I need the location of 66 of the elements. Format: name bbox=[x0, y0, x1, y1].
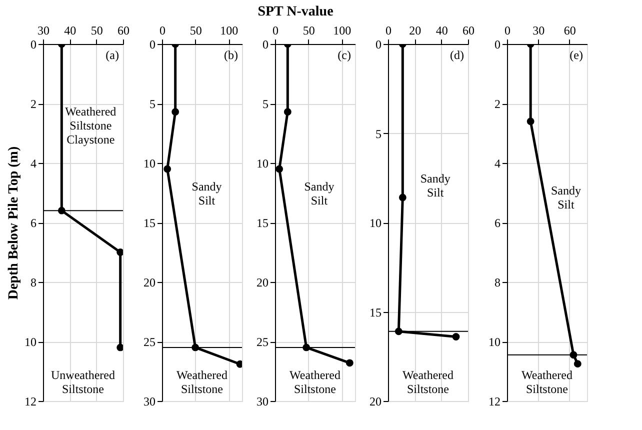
y-tick-label: 12 bbox=[24, 394, 36, 408]
x-tick-label: 20 bbox=[409, 24, 422, 38]
y-tick-label: 5 bbox=[262, 97, 268, 111]
x-tick-label: 40 bbox=[64, 24, 76, 38]
y-tick-label: 20 bbox=[144, 276, 156, 290]
y-tick-label: 6 bbox=[30, 216, 36, 230]
annotation: Weathered Siltstone bbox=[290, 368, 340, 396]
y-tick-label: 0 bbox=[262, 38, 268, 52]
annotation: (e) bbox=[570, 48, 583, 62]
x-axis-title: SPT N-value bbox=[258, 4, 334, 20]
annotation: (d) bbox=[450, 48, 464, 62]
y-tick-label: 8 bbox=[494, 276, 500, 290]
y-tick-label: 0 bbox=[150, 38, 156, 52]
x-tick-label: 50 bbox=[190, 24, 202, 38]
y-tick-label: 0 bbox=[376, 38, 382, 52]
y-tick-label: 15 bbox=[256, 216, 268, 230]
y-tick-label: 30 bbox=[256, 394, 268, 408]
y-tick-label: 30 bbox=[144, 394, 156, 408]
y-tick-label: 5 bbox=[150, 97, 156, 111]
x-tick-label: 40 bbox=[436, 24, 448, 38]
annotation: (a) bbox=[106, 48, 119, 62]
y-tick-label: 6 bbox=[494, 216, 500, 230]
x-tick-label: 100 bbox=[220, 24, 238, 38]
x-tick-label: 100 bbox=[333, 24, 352, 38]
y-axis-title: Depth Below Pile Top (m) bbox=[6, 146, 22, 300]
x-tick-label: 50 bbox=[90, 24, 103, 38]
y-tick-label: 10 bbox=[488, 335, 500, 349]
annotation: (b) bbox=[224, 48, 238, 62]
x-tick-label: 60 bbox=[564, 24, 576, 38]
x-tick-label: 60 bbox=[118, 24, 130, 38]
x-tick-label: 0 bbox=[272, 24, 278, 38]
y-tick-label: 12 bbox=[488, 394, 500, 408]
y-tick-label: 10 bbox=[24, 335, 36, 349]
y-tick-label: 4 bbox=[494, 156, 500, 170]
y-tick-label: 15 bbox=[370, 305, 382, 320]
y-tick-label: 2 bbox=[30, 97, 36, 111]
y-tick-label: 4 bbox=[30, 156, 36, 170]
y-tick-label: 15 bbox=[144, 216, 156, 230]
x-tick-label: 60 bbox=[462, 24, 474, 38]
x-tick-label: 0 bbox=[386, 24, 392, 38]
annotation: Weathered Siltstone bbox=[522, 368, 572, 396]
annotation: Sandy Silt bbox=[420, 172, 450, 200]
y-tick-label: 10 bbox=[144, 156, 156, 170]
x-tick-label: 0 bbox=[504, 24, 510, 38]
y-tick-label: 0 bbox=[494, 38, 500, 52]
annotation: (c) bbox=[338, 48, 351, 62]
y-tick-label: 25 bbox=[256, 335, 268, 349]
annotation: Weathered Siltstone Claystone bbox=[65, 104, 116, 146]
annotation: Weathered Siltstone bbox=[176, 368, 228, 396]
y-tick-label: 0 bbox=[30, 38, 36, 52]
y-tick-label: 8 bbox=[30, 276, 36, 290]
annotation: Sandy Silt bbox=[192, 180, 222, 208]
annotation: Weathered Siltstone bbox=[402, 368, 454, 396]
y-tick-label: 25 bbox=[144, 335, 156, 349]
annotation: Sandy Silt bbox=[550, 183, 581, 212]
x-tick-label: 50 bbox=[302, 24, 315, 38]
y-tick-label: 10 bbox=[370, 216, 382, 230]
annotation: Unweathered Siltstone bbox=[51, 368, 115, 396]
y-tick-label: 5 bbox=[376, 126, 382, 141]
y-tick-label: 20 bbox=[256, 276, 268, 290]
y-tick-label: 10 bbox=[256, 156, 268, 170]
annotation: Sandy Silt bbox=[304, 180, 334, 208]
x-tick-label: 0 bbox=[160, 24, 166, 38]
y-tick-label: 2 bbox=[494, 97, 500, 111]
x-tick-label: 30 bbox=[532, 24, 545, 38]
y-tick-label: 20 bbox=[370, 394, 382, 408]
